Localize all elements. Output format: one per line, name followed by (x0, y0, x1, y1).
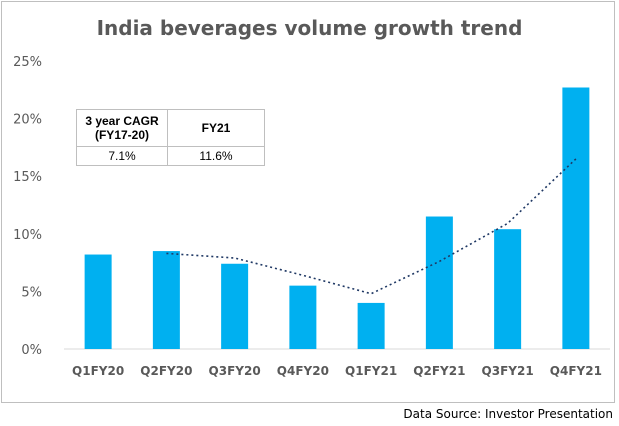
fy21-value: 11.6% (167, 146, 265, 166)
data-source: Data Source: Investor Presentation (403, 407, 613, 421)
cagr-header: 3 year CAGR (FY17-20) (76, 109, 168, 147)
y-axis: 0% 5% 10% 15% 20% 25% (13, 55, 42, 358)
bar (221, 263, 249, 349)
y-tick-label: 20% (13, 113, 42, 128)
bar (289, 285, 317, 349)
cagr-table: 3 year CAGR (FY17-20) FY21 7.1% 11.6% (76, 109, 265, 166)
cagr-header-text: 3 year CAGR (FY17-20) (85, 114, 159, 142)
cagr-value: 7.1% (76, 146, 168, 166)
bar (152, 251, 180, 349)
y-tick-label: 5% (21, 285, 42, 300)
fy21-header-text: FY21 (201, 121, 231, 135)
bar (425, 216, 453, 349)
y-tick-label: 15% (13, 170, 42, 185)
x-tick-label: Q1FY20 (72, 364, 124, 378)
x-tick-label: Q3FY21 (482, 364, 534, 378)
fy21-header: FY21 (167, 109, 265, 147)
bar (357, 302, 385, 349)
x-tick-label: Q2FY20 (140, 364, 192, 378)
bar-series (84, 87, 590, 349)
x-tick-label: Q4FY20 (277, 364, 329, 378)
y-tick-label: 0% (21, 343, 42, 358)
x-tick-label: Q4FY21 (550, 364, 602, 378)
bar (494, 229, 522, 349)
x-axis: Q1FY20 Q2FY20 Q3FY20 Q4FY20 Q1FY21 Q2FY21 Q3FY… (72, 364, 602, 378)
y-tick-label: 10% (13, 228, 42, 243)
x-tick-label: Q2FY21 (413, 364, 465, 378)
bar (562, 87, 590, 349)
x-tick-label: Q3FY20 (209, 364, 261, 378)
bar (84, 254, 112, 349)
chart-title: India beverages volume growth trend (96, 16, 523, 40)
y-tick-label: 25% (13, 55, 42, 70)
x-tick-label: Q1FY21 (345, 364, 397, 378)
